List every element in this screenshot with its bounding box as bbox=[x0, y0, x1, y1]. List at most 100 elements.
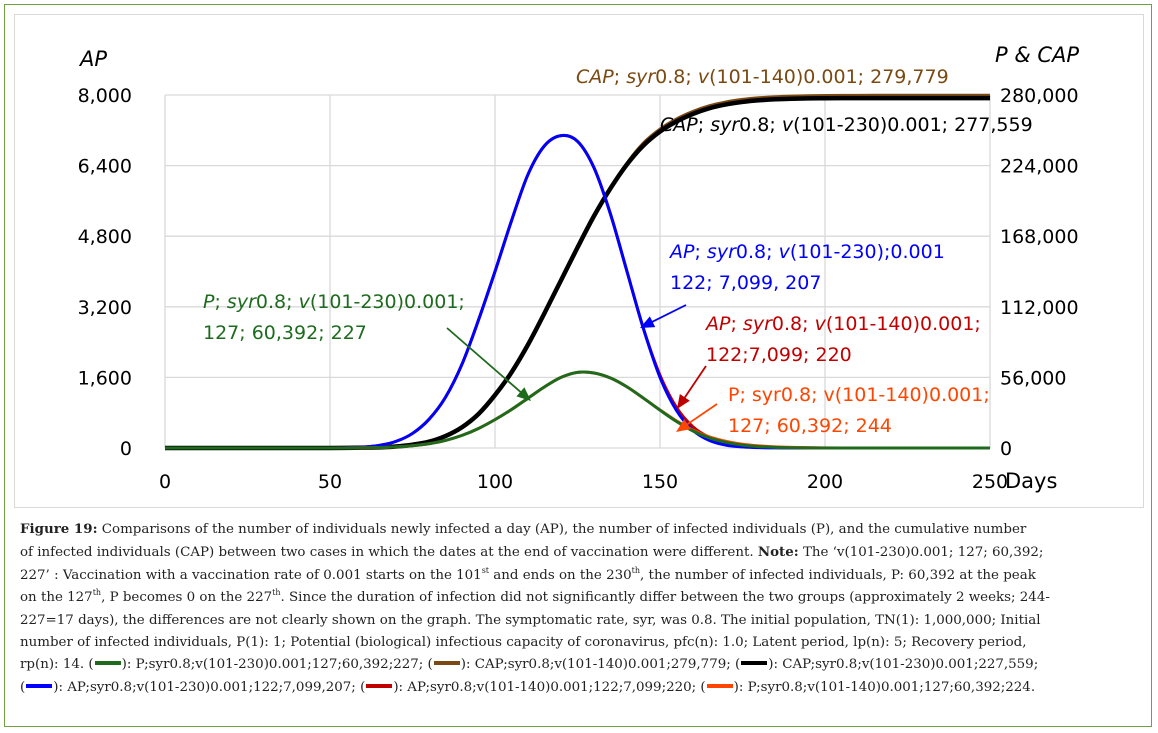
caption-text: st bbox=[481, 565, 490, 575]
caption-text: ): P;syr0.8;v(101-140)0.001;127;60,392;2… bbox=[733, 679, 1036, 695]
caption-line: 227=17 days), the differences are not cl… bbox=[20, 610, 1140, 632]
annotation-text: 0.8; bbox=[655, 66, 698, 88]
annotation-ap-230: AP; syr0.8; v(101-230);0.001 122; 7,099, … bbox=[670, 237, 945, 299]
annotation-text: ; bbox=[697, 114, 711, 136]
caption-text: number of infected individuals, P(1): 1;… bbox=[20, 635, 1027, 651]
annotation-text: AP bbox=[706, 313, 731, 335]
annotation-text: v bbox=[778, 241, 790, 263]
caption-bold: Note: bbox=[757, 544, 799, 561]
annotation-p-140: P; syr0.8; v(101-140)0.001; 127; 60,392; … bbox=[728, 380, 990, 442]
caption-line: on the 127th, P becomes 0 on the 227th. … bbox=[20, 587, 1140, 609]
caption-text: , the number of infected individuals, P:… bbox=[640, 567, 1036, 583]
annotation-ap-140: AP; syr0.8; v(101-140)0.001; 122;7,099; 2… bbox=[706, 309, 981, 371]
caption-line: ( ): AP;syr0.8;v(101-230)0.001;122;7,099,… bbox=[20, 677, 1140, 699]
caption-text: The ‘v(101-230)0.001; 127; 60,392; bbox=[798, 545, 1044, 561]
arrow-ap-230-shaft bbox=[649, 304, 687, 324]
x-axis-label: Days bbox=[1005, 469, 1057, 493]
caption-text: 227=17 days), the differences are not cl… bbox=[20, 612, 1041, 628]
series-line-5 bbox=[165, 370, 990, 450]
arrow-ap-230-head bbox=[640, 316, 656, 328]
y-tick-left: 6,400 bbox=[78, 156, 132, 178]
arrow-p-230-shaft bbox=[446, 327, 524, 395]
caption-text: ): CAP;syr0.8;v(101-230)0.001;227,559; bbox=[768, 657, 1039, 673]
caption-text: Comparisons of the number of individuals… bbox=[97, 522, 1027, 537]
caption-text: 227’ : Vaccination with a vaccination ra… bbox=[20, 567, 482, 583]
caption-text: of infected individuals (CAP) between tw… bbox=[20, 545, 758, 561]
annotation-text: syr bbox=[626, 66, 656, 88]
annotation-cap-140: CAP; syr0.8; v(101-140)0.001; 279,779 bbox=[576, 62, 949, 93]
caption-text: . Since the duration of infection did no… bbox=[280, 590, 1050, 606]
caption-text: th bbox=[631, 565, 641, 575]
annotation-text: AP bbox=[670, 241, 695, 263]
annotation-text: P; syr0.8; v(101-140)0.001; bbox=[728, 384, 990, 406]
annotation-text: 122; 7,099, 207 bbox=[670, 272, 822, 294]
annotation-text: syr bbox=[710, 114, 740, 136]
annotation-text: 0.8; bbox=[735, 241, 779, 263]
caption-text: ): P;syr0.8;v(101-230)0.001;127;60,392;2… bbox=[121, 657, 433, 673]
caption-text: th bbox=[272, 588, 281, 598]
caption-line: rp(n): 14. ( ): P;syr0.8;v(101-230)0.001;… bbox=[20, 654, 1140, 676]
caption-text: ( bbox=[20, 679, 26, 695]
annotation-text: syr bbox=[706, 241, 736, 263]
arrow-ap-140-shaft bbox=[682, 365, 707, 401]
annotation-text: P bbox=[203, 291, 215, 313]
figure-caption: Figure 19: Comparisons of the number of … bbox=[20, 518, 1140, 699]
x-tick: 250 bbox=[972, 471, 1008, 493]
annotation-text: 0.8; bbox=[771, 313, 815, 335]
legend-swatch bbox=[433, 661, 460, 666]
annotation-text: (101-230)0.001; 277,559 bbox=[793, 114, 1033, 136]
y-tick-left: 0 bbox=[120, 438, 132, 460]
annotation-text: (101-140)0.001; 279,779 bbox=[709, 66, 949, 88]
caption-text: on the 127 bbox=[20, 590, 93, 606]
legend-swatch bbox=[366, 683, 393, 688]
y-tick-left: 4,800 bbox=[78, 226, 132, 248]
y-tick-left: 1,600 bbox=[78, 367, 132, 389]
caption-text: and ends on the 230 bbox=[489, 567, 632, 583]
annotation-text: syr bbox=[226, 291, 256, 313]
annotation-text: v bbox=[697, 66, 710, 88]
y-tick-right: 168,000 bbox=[1000, 226, 1079, 248]
x-tick: 50 bbox=[318, 471, 342, 493]
legend-swatch bbox=[706, 683, 733, 688]
caption-line: 227’ : Vaccination with a vaccination ra… bbox=[20, 565, 1140, 587]
annotation-text: 122;7,099; 220 bbox=[706, 344, 852, 366]
y-tick-right: 56,000 bbox=[1000, 367, 1066, 389]
x-tick: 100 bbox=[477, 471, 513, 493]
caption-text: ): CAP;syr0.8;v(101-140)0.001;279,779; ( bbox=[460, 657, 741, 673]
annotation-text: ; bbox=[730, 313, 743, 335]
caption-text: ): AP;syr0.8;v(101-230)0.001;122;7,099,2… bbox=[53, 679, 366, 695]
annotation-text: 0.8; bbox=[739, 114, 782, 136]
caption-text: ): AP;syr0.8;v(101-140)0.001;122;7,099;2… bbox=[393, 679, 706, 695]
arrow-p-230-head bbox=[516, 387, 531, 401]
annotation-text: (101-230);0.001 bbox=[789, 241, 945, 263]
caption-bold: Figure 19: bbox=[20, 521, 98, 537]
annotation-text: (101-140)0.001; bbox=[825, 313, 981, 335]
figure-border bbox=[4, 4, 1152, 727]
annotation-text: ; bbox=[214, 291, 227, 313]
annotation-text: 127; 60,392; 227 bbox=[203, 322, 367, 344]
annotation-text: (101-230)0.001; bbox=[309, 291, 465, 313]
legend-swatch bbox=[94, 661, 121, 666]
arrow-p-140-shaft bbox=[684, 403, 718, 427]
annotation-text: syr bbox=[742, 313, 772, 335]
annotation-text: ; bbox=[694, 241, 707, 263]
legend-swatch bbox=[741, 661, 768, 666]
y-tick-right: 224,000 bbox=[1000, 156, 1079, 178]
caption-text: th bbox=[92, 588, 102, 598]
x-tick: 150 bbox=[642, 471, 678, 493]
annotation-text: v bbox=[298, 291, 310, 313]
x-tick: 200 bbox=[807, 471, 843, 493]
caption-line: of infected individuals (CAP) between tw… bbox=[20, 541, 1140, 564]
y-axis-label-right: P & CAP bbox=[995, 43, 1079, 67]
annotation-text: v bbox=[814, 313, 826, 335]
arrow-ap-140-head bbox=[677, 394, 690, 409]
annotation-text: ; bbox=[613, 66, 627, 88]
y-tick-left: 3,200 bbox=[78, 297, 132, 319]
y-tick-left: 8,000 bbox=[78, 85, 132, 107]
chart-frame bbox=[14, 14, 1144, 508]
annotation-text: v bbox=[781, 114, 794, 136]
caption-text: rp(n): 14. ( bbox=[20, 657, 94, 673]
annotation-text: 0.8; bbox=[255, 291, 299, 313]
legend-swatch bbox=[26, 683, 53, 688]
caption-line: Figure 19: Comparisons of the number of … bbox=[20, 518, 1140, 541]
